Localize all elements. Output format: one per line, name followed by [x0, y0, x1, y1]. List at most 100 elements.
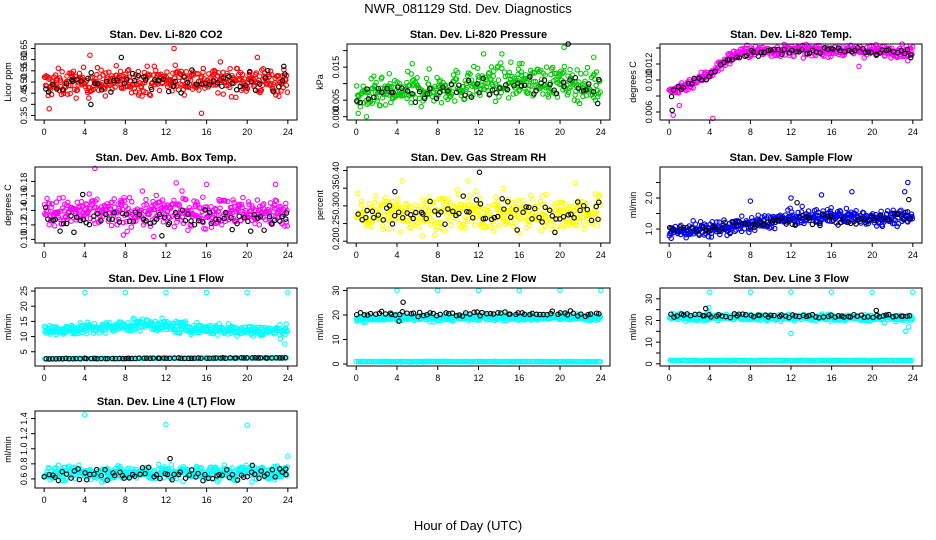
data-point-selected — [70, 78, 76, 85]
data-point-all — [102, 86, 108, 92]
data-point-selected — [256, 81, 263, 87]
data-point-selected — [135, 72, 142, 79]
data-point-all — [789, 209, 795, 215]
data-point-all — [185, 207, 191, 214]
data-point-all — [147, 72, 153, 78]
data-point-all — [74, 87, 81, 93]
data-point-selected — [391, 212, 398, 219]
data-point-all — [188, 207, 194, 214]
y-tick-label: 0.005 — [331, 89, 341, 112]
data-point-selected-outlier — [79, 191, 86, 198]
y-tick-label: 0.60 — [19, 51, 29, 69]
y-tick-label: 0.50 — [19, 73, 29, 91]
data-point-all — [98, 67, 104, 73]
data-point-selected — [775, 46, 781, 53]
data-point-selected — [268, 221, 275, 227]
panel-title: Stan. Dev. Li-820 CO2 — [110, 29, 223, 41]
data-point-all — [522, 72, 529, 78]
data-point-selected — [898, 47, 904, 54]
data-point-selected — [114, 77, 121, 83]
data-point-selected — [515, 80, 521, 86]
data-point-all-outlier — [818, 192, 825, 198]
data-point-all — [178, 71, 184, 78]
data-point-selected — [92, 80, 98, 87]
data-point-all-outlier — [788, 289, 794, 296]
data-point-selected — [155, 77, 161, 84]
data-point-selected-outlier — [159, 233, 165, 239]
y-tick-label: 25 — [19, 286, 29, 296]
data-point-all — [229, 204, 235, 211]
data-point-selected — [726, 56, 733, 63]
data-point-selected — [52, 216, 58, 223]
x-tick-label: 8 — [748, 250, 753, 260]
data-point-all — [454, 186, 461, 193]
y-tick-label: 0.40 — [331, 162, 341, 180]
data-point-all — [55, 65, 62, 72]
y-axis-label: degrees C — [3, 184, 13, 226]
data-point-selected — [251, 212, 257, 218]
data-point-all — [386, 211, 392, 217]
data-point-all — [47, 212, 53, 219]
data-point-selected — [131, 77, 138, 84]
x-tick-label: 20 — [555, 373, 565, 383]
data-point-selected — [355, 211, 361, 217]
data-point-selected — [410, 215, 416, 222]
data-point-all — [506, 69, 513, 76]
figure-xlabel: Hour of Day (UTC) — [414, 518, 522, 533]
data-point-selected — [580, 87, 587, 94]
data-point-all — [406, 204, 412, 210]
data-point-selected — [529, 216, 535, 222]
data-point-selected — [507, 214, 514, 221]
data-point-all-outlier — [905, 58, 911, 64]
data-point-all-outlier — [788, 330, 794, 337]
y-tick-label: 0.012 — [644, 53, 654, 76]
data-point-all — [433, 226, 440, 233]
data-point-all — [492, 98, 499, 105]
x-tick-label: 8 — [435, 127, 440, 137]
data-point-all — [208, 203, 214, 210]
data-point-all — [139, 188, 146, 194]
data-point-selected — [228, 215, 234, 221]
data-point-all-outlier — [906, 324, 912, 330]
data-point-all — [120, 219, 126, 226]
data-point-all — [705, 234, 712, 240]
y-tick-label: 30 — [331, 285, 341, 295]
x-tick-label: 8 — [123, 250, 128, 260]
data-point-selected — [862, 49, 869, 56]
data-point-all-outlier — [480, 51, 487, 57]
data-point-all — [515, 66, 522, 73]
data-point-selected — [865, 49, 871, 55]
x-tick-label: 16 — [202, 373, 212, 383]
data-point-all — [460, 87, 466, 94]
data-point-all — [597, 192, 603, 198]
data-point-all — [463, 216, 470, 222]
data-point-all — [238, 201, 245, 208]
x-tick-label: 16 — [827, 127, 837, 137]
data-point-all — [45, 208, 51, 215]
data-point-all — [477, 212, 484, 219]
data-point-selected — [54, 86, 60, 92]
data-point-all — [514, 77, 521, 84]
points — [666, 179, 916, 242]
points — [666, 289, 916, 364]
data-point-all — [593, 82, 599, 89]
y-tick-label: 0.55 — [19, 62, 29, 80]
y-tick-label: 15 — [19, 316, 29, 326]
data-point-selected — [511, 82, 517, 89]
data-point-selected — [161, 214, 168, 220]
x-tick-label: 12 — [473, 373, 483, 383]
data-point-selected — [279, 78, 286, 84]
data-point-all — [456, 220, 463, 227]
data-point-selected — [503, 82, 509, 88]
y-tick-label: 0.18 — [19, 173, 29, 191]
data-point-selected — [854, 45, 861, 51]
x-tick-label: 4 — [394, 127, 399, 137]
x-tick-label: 16 — [202, 127, 212, 137]
data-point-all — [373, 95, 380, 101]
data-point-all — [45, 92, 51, 99]
data-point-all-outlier — [163, 289, 169, 296]
data-point-all — [414, 82, 421, 88]
data-point-all-outlier — [572, 180, 579, 186]
data-point-all — [63, 79, 69, 85]
data-point-all — [529, 196, 536, 203]
